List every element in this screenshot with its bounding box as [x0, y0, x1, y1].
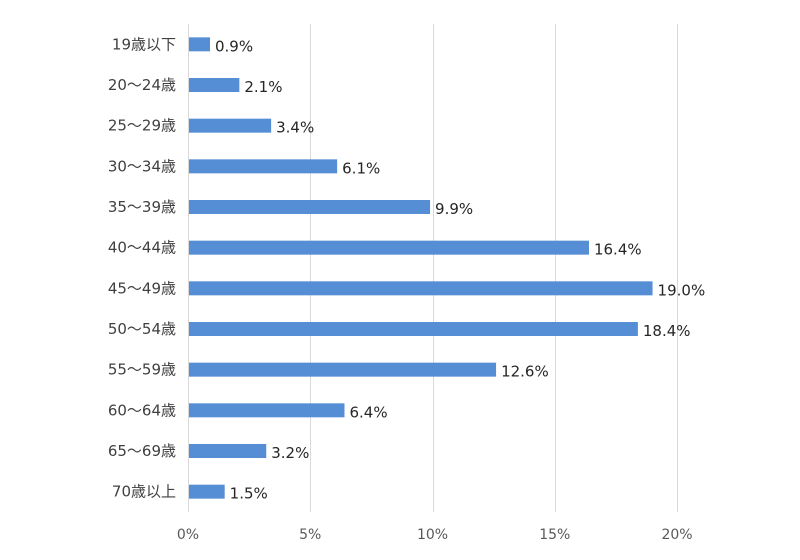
bar [189, 118, 272, 133]
value-label: 1.5% [230, 485, 268, 503]
bar [189, 403, 345, 418]
category-label: 25～29歳 [108, 117, 176, 135]
bar [189, 322, 638, 336]
x-tick-label: 10% [417, 527, 448, 543]
x-tick-labels: 0% 5% 10% 15% 20% [177, 527, 693, 543]
value-label: 19.0% [658, 281, 706, 299]
x-tick-label: 15% [539, 527, 570, 543]
category-label: 70歳以上 [112, 483, 176, 501]
value-labels: 0.9% 2.1% 3.4% 6.1% 9.9% 16.4% 19.0% 18.4% 12.6%… [215, 37, 705, 502]
value-label: 9.9% [435, 200, 473, 218]
bar [189, 78, 240, 92]
value-label: 3.4% [276, 119, 314, 137]
bar [189, 281, 653, 296]
bar [189, 200, 431, 214]
category-label: 65～69歳 [108, 442, 176, 460]
category-label: 30～34歳 [108, 157, 176, 175]
value-label: 16.4% [594, 241, 642, 259]
bar [189, 484, 225, 499]
bar [189, 37, 211, 52]
category-label: 20～24歳 [108, 76, 176, 94]
value-label: 2.1% [244, 78, 282, 96]
value-label: 0.9% [215, 37, 253, 55]
x-tick-label: 20% [661, 527, 692, 543]
value-label: 6.1% [342, 159, 380, 177]
value-label: 3.2% [271, 444, 309, 462]
bars [189, 37, 653, 499]
bar [189, 444, 267, 458]
bar [189, 362, 497, 377]
category-label: 45～49歳 [108, 279, 176, 297]
bar [189, 159, 338, 174]
x-tick-label: 0% [177, 527, 199, 543]
x-tick-label: 5% [299, 527, 321, 543]
value-label: 12.6% [501, 363, 549, 381]
category-label: 19歳以下 [112, 35, 176, 53]
category-label: 40～44歳 [108, 239, 176, 257]
category-label: 55～59歳 [108, 361, 176, 379]
category-label: 35～39歳 [108, 198, 176, 216]
bar [189, 240, 589, 255]
gridlines [310, 24, 678, 512]
category-label: 50～54歳 [108, 320, 176, 338]
category-labels: 19歳以下 20～24歳 25～29歳 30～34歳 35～39歳 40～44歳 45～49… [108, 35, 176, 500]
category-label: 60～64歳 [108, 401, 176, 419]
value-label: 18.4% [643, 322, 691, 340]
value-label: 6.4% [349, 403, 387, 421]
